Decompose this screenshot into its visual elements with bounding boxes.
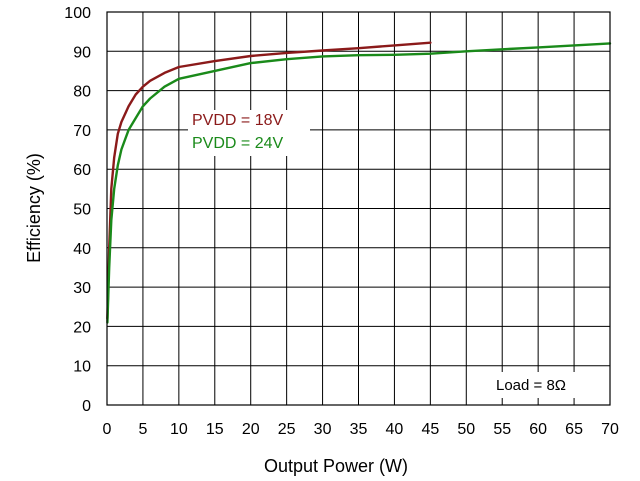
y-tick-label: 20: [73, 319, 91, 336]
y-axis-title: Efficiency (%): [24, 153, 44, 263]
y-tick-label: 90: [73, 44, 91, 61]
legend-background: [188, 110, 310, 156]
load-annotation: Load = 8Ω: [496, 377, 566, 394]
y-tick-labels: 0 10 20 30 40 50 60 70 80 90 100: [64, 5, 91, 415]
plot-frame: [106, 11, 611, 406]
y-tick-label: 80: [73, 84, 91, 101]
x-tick-label: 10: [170, 421, 188, 438]
x-tick-label: 25: [278, 421, 296, 438]
y-tick-label: 50: [73, 202, 91, 219]
annotation-background: [490, 372, 598, 398]
x-tick-label: 35: [350, 421, 368, 438]
x-tick-label: 0: [103, 421, 112, 438]
x-tick-label: 50: [457, 421, 475, 438]
y-tick-label: 30: [73, 280, 91, 297]
series-lines: [106, 41, 612, 324]
x-tick-label: 45: [421, 421, 439, 438]
x-axis-title: Output Power (W): [264, 456, 408, 476]
y-tick-label: 0: [82, 398, 91, 415]
x-tick-label: 55: [493, 421, 511, 438]
x-tick-label: 70: [601, 421, 619, 438]
x-tick-label: 65: [565, 421, 583, 438]
x-tick-label: 20: [242, 421, 260, 438]
series-line-1: [106, 42, 612, 324]
y-tick-label: 70: [73, 123, 91, 140]
x-tick-labels: 0 5 10 15 20 25 30 35 40 45 50 55 60 65 70: [103, 421, 619, 438]
series-line-0: [106, 41, 432, 320]
y-tick-label: 40: [73, 241, 91, 258]
x-tick-label: 5: [138, 421, 147, 438]
y-tick-label: 60: [73, 162, 91, 179]
legend-label-pvdd-18v: PVDD = 18V: [192, 112, 283, 129]
x-tick-label: 30: [314, 421, 332, 438]
x-tick-label: 40: [386, 421, 404, 438]
y-tick-label: 10: [73, 359, 91, 376]
x-tick-label: 60: [529, 421, 547, 438]
y-tick-label: 100: [64, 5, 91, 22]
legend-label-pvdd-24v: PVDD = 24V: [192, 135, 283, 152]
x-tick-label: 15: [206, 421, 224, 438]
